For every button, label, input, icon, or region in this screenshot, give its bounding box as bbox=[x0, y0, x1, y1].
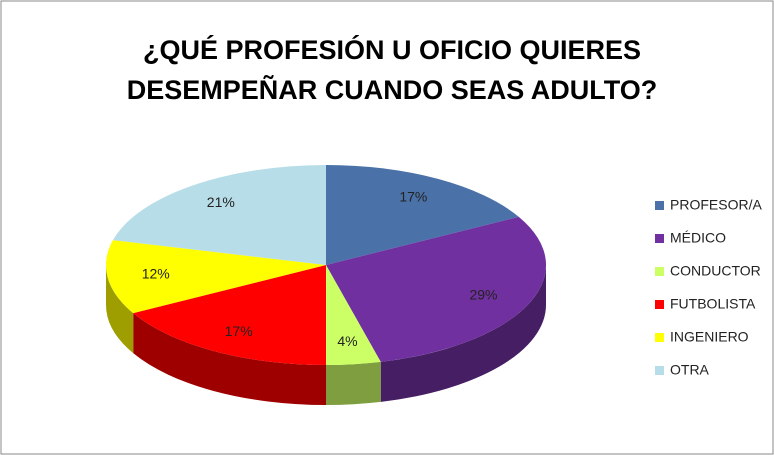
slice bbox=[326, 216, 546, 362]
slice bbox=[106, 240, 326, 314]
legend-label: OTRA bbox=[670, 362, 710, 378]
data-label: 29% bbox=[469, 287, 497, 303]
slice-side bbox=[380, 265, 546, 402]
slice bbox=[133, 265, 326, 365]
legend-swatch bbox=[655, 267, 664, 276]
legend-swatch bbox=[655, 234, 664, 243]
data-label: 21% bbox=[207, 194, 235, 210]
legend-swatch bbox=[655, 201, 664, 210]
slice-side bbox=[106, 265, 134, 354]
slice bbox=[326, 165, 519, 265]
legend-label: INGENIERO bbox=[670, 329, 749, 345]
data-label: 4% bbox=[337, 333, 357, 349]
data-label: 17% bbox=[399, 189, 427, 205]
legend-swatch bbox=[655, 333, 664, 342]
slice-side bbox=[133, 313, 326, 405]
data-label: 17% bbox=[225, 323, 253, 339]
legend-label: PROFESOR/A bbox=[670, 197, 762, 213]
legend-swatch bbox=[655, 300, 664, 309]
legend-swatch bbox=[655, 366, 664, 375]
slice-side bbox=[326, 361, 381, 405]
chart-title: ¿QUÉ PROFESIÓN U OFICIO QUIERES DESEMPEÑ… bbox=[126, 35, 658, 105]
legend-label: CONDUCTOR bbox=[670, 263, 761, 279]
legend-label: MÉDICO bbox=[670, 230, 726, 246]
data-label: 12% bbox=[142, 265, 170, 281]
slice bbox=[326, 265, 381, 365]
slice bbox=[112, 165, 326, 265]
legend-label: FUTBOLISTA bbox=[670, 296, 756, 312]
